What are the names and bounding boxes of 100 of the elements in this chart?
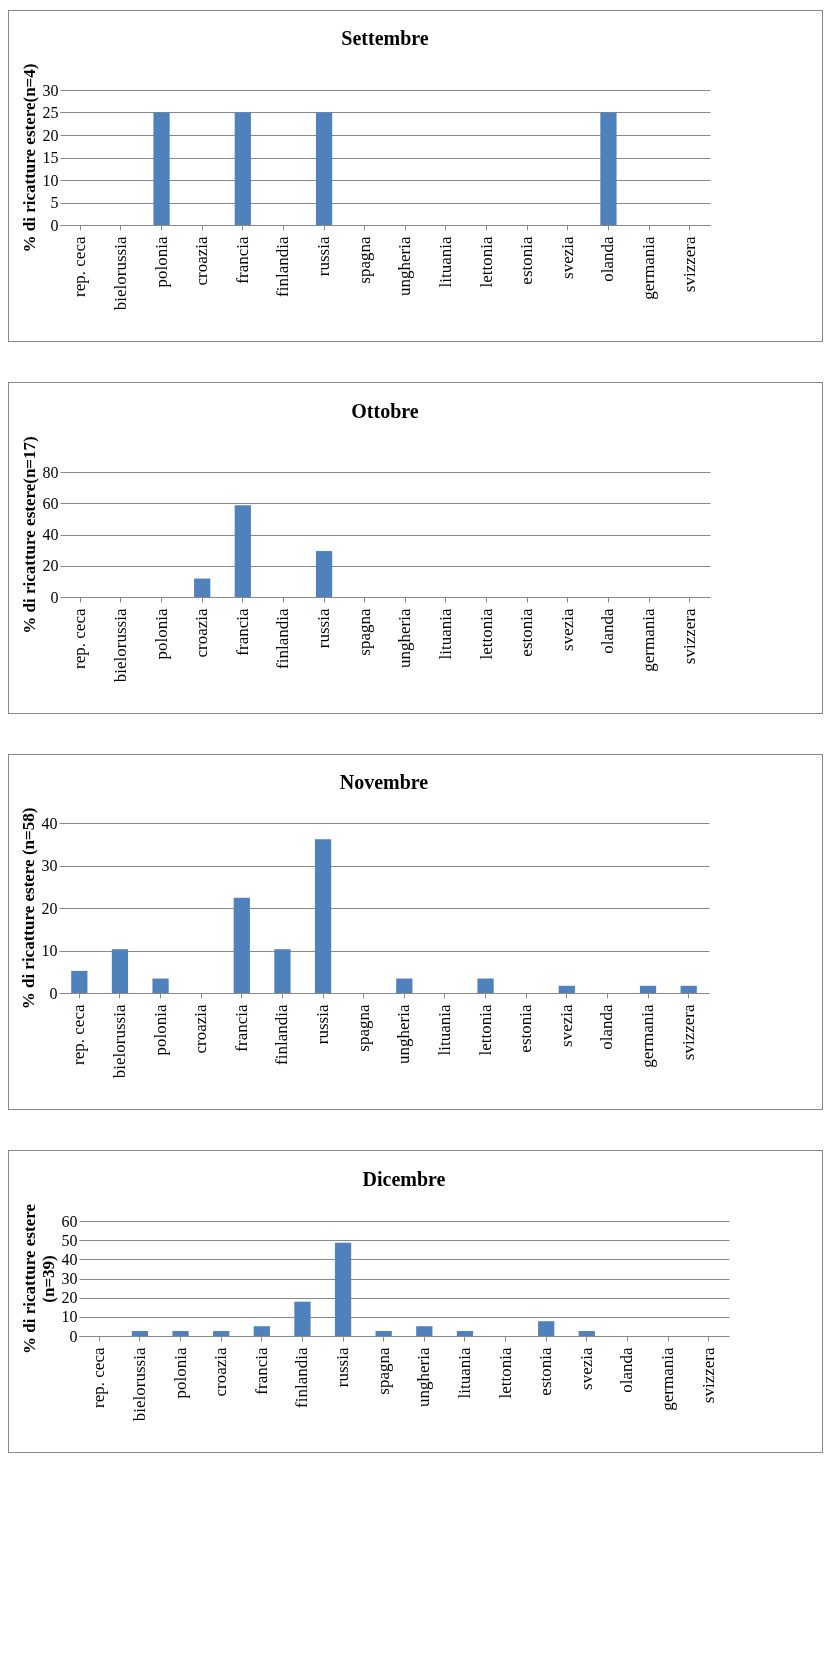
x-tick-label: polonia [150, 1004, 170, 1056]
bar [375, 1331, 392, 1336]
bar [111, 949, 129, 993]
x-tick-label: spagna [354, 236, 374, 284]
x-tick-label: svizzera [679, 608, 699, 665]
bar [71, 970, 88, 993]
x-tick-label: francia [231, 1004, 251, 1052]
x-tick-label: ungheria [395, 236, 415, 296]
bar [194, 578, 211, 597]
y-axis-title: % di ricatture estere(n=4) [19, 63, 39, 253]
bar [131, 1331, 149, 1336]
x-tick-label: francia [232, 236, 252, 284]
bar [233, 897, 250, 993]
y-tick-label: 20 [61, 1289, 78, 1307]
chart-title: Ottobre [351, 399, 419, 422]
y-tick-label: 80 [42, 463, 59, 481]
x-tick-label: svizzera [678, 1004, 698, 1061]
x-tick-label: spagna [353, 1004, 373, 1052]
x-tick-label: svezia [557, 236, 577, 279]
y-tick-label: 0 [49, 984, 58, 1002]
x-tick-label: rep. ceca [70, 608, 90, 669]
y-tick-label: 60 [61, 1212, 78, 1230]
bar [274, 949, 291, 993]
y-tick-label: 0 [50, 588, 59, 606]
x-tick-label: ungheria [414, 1347, 434, 1407]
x-tick-label: lettonia [476, 236, 496, 288]
bar [294, 1301, 311, 1336]
bar [639, 985, 657, 993]
x-tick-label: croazia [211, 1347, 231, 1397]
bar [456, 1331, 474, 1336]
x-tick-label: finlandia [273, 608, 293, 669]
y-tick-label: 60 [42, 494, 59, 512]
x-tick-label: croazia [191, 1004, 211, 1054]
bar [253, 1326, 270, 1336]
y-tick-label: 20 [42, 126, 59, 144]
x-tick-label: estonia [517, 236, 537, 285]
y-tick-label: 40 [41, 814, 58, 832]
x-tick-label: croazia [192, 608, 212, 658]
chart-title: Dicembre [362, 1167, 446, 1190]
x-tick-label: croazia [192, 236, 212, 286]
y-tick-label: 10 [61, 1308, 78, 1326]
y-tick-label: 0 [50, 216, 59, 234]
y-axis-title: % di ricatture estere (n=39) [19, 1203, 58, 1354]
x-tick-label: russia [314, 236, 334, 277]
x-tick-label: russia [313, 1004, 333, 1045]
x-tick-label: francia [232, 608, 252, 656]
x-tick-label: bielorussia [109, 1004, 129, 1079]
x-tick-label: lettonia [495, 1347, 515, 1399]
x-tick-label: lituania [435, 236, 455, 288]
bar [213, 1331, 230, 1336]
x-tick-label: rep. ceca [69, 1004, 89, 1065]
chart-title: Novembre [339, 771, 429, 794]
x-tick-label: svezia [556, 1004, 576, 1047]
y-tick-label: 40 [61, 1250, 78, 1268]
x-tick-label: germania [638, 1004, 658, 1068]
y-tick-label: 10 [41, 942, 58, 959]
bar [314, 839, 332, 993]
x-tick-label: polonia [151, 236, 171, 288]
x-tick-label: ungheria [394, 1004, 414, 1064]
y-tick-label: 0 [69, 1327, 78, 1345]
x-tick-label: francia [251, 1347, 271, 1395]
y-tick-label: 5 [50, 194, 59, 211]
x-tick-label: svizzera [698, 1347, 718, 1404]
x-tick-label: finlandia [273, 236, 293, 297]
x-tick-label: spagna [373, 1347, 393, 1395]
chart-title: Settembre [341, 27, 429, 50]
x-tick-label: svezia [557, 608, 577, 651]
x-tick-label: polonia [170, 1347, 190, 1399]
x-tick-label: finlandia [272, 1004, 292, 1065]
bar [315, 551, 333, 597]
bar [578, 1331, 595, 1336]
y-tick-label: 25 [42, 104, 59, 121]
x-tick-label: germania [639, 236, 659, 300]
bar [416, 1326, 433, 1336]
x-tick-label: rep. ceca [89, 1347, 109, 1408]
x-tick-label: olanda [598, 236, 618, 282]
x-tick-label: estonia [517, 608, 537, 657]
x-tick-label: russia [333, 1347, 353, 1388]
y-tick-label: 30 [41, 857, 58, 874]
x-tick-label: lettonia [475, 1004, 495, 1056]
x-tick-label: estonia [516, 1004, 536, 1053]
x-tick-label: lituania [454, 1347, 474, 1399]
x-tick-label: olanda [597, 1004, 617, 1050]
x-tick-label: svezia [576, 1347, 596, 1390]
bar [538, 1321, 555, 1336]
x-tick-label: lituania [434, 1004, 454, 1056]
x-tick-label: lituania [435, 608, 455, 660]
bar [477, 978, 494, 993]
bar [152, 978, 169, 993]
y-tick-label: 15 [42, 149, 59, 166]
bar [172, 1331, 189, 1336]
x-tick-label: rep. ceca [70, 236, 90, 297]
x-tick-label: germania [639, 608, 659, 672]
bar [680, 985, 697, 993]
x-tick-label: lettonia [476, 608, 496, 660]
x-tick-label: bielorussia [110, 236, 130, 311]
y-tick-label: 20 [42, 557, 59, 575]
x-tick-label: svizzera [679, 236, 699, 293]
y-axis-title: % di ricatture estere(n=17) [19, 436, 39, 634]
x-tick-label: spagna [354, 608, 374, 656]
